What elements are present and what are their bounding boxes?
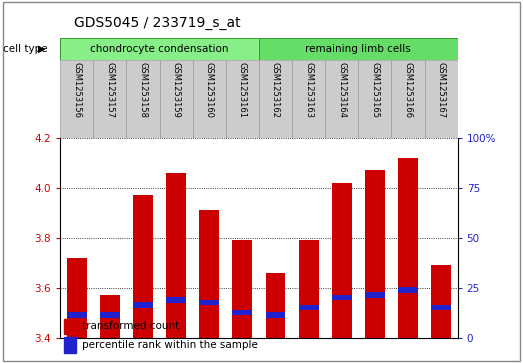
Bar [266,273,286,338]
Bar [398,287,418,293]
Bar [398,158,418,338]
FancyBboxPatch shape [358,60,391,138]
Bar [266,313,286,318]
Bar [431,265,451,338]
FancyBboxPatch shape [425,60,458,138]
Bar [100,295,120,338]
Text: GSM1253166: GSM1253166 [403,62,413,118]
Text: cell type: cell type [3,44,47,54]
Bar [100,313,120,318]
Bar [64,319,76,334]
Text: GSM1253161: GSM1253161 [238,62,247,118]
Text: GDS5045 / 233719_s_at: GDS5045 / 233719_s_at [74,16,240,30]
Bar [299,240,319,338]
Bar [133,302,153,308]
FancyBboxPatch shape [93,60,127,138]
Bar [332,183,351,338]
Text: GSM1253162: GSM1253162 [271,62,280,118]
FancyBboxPatch shape [60,38,259,60]
FancyBboxPatch shape [127,60,160,138]
Bar [67,313,87,318]
Text: GSM1253159: GSM1253159 [172,62,180,118]
Bar [64,337,76,352]
Text: remaining limb cells: remaining limb cells [305,44,411,54]
Bar [365,293,385,298]
Bar [166,297,186,303]
Text: transformed count: transformed count [82,321,179,331]
Bar [431,305,451,310]
FancyBboxPatch shape [192,60,226,138]
FancyBboxPatch shape [226,60,259,138]
Text: chondrocyte condensation: chondrocyte condensation [90,44,229,54]
FancyBboxPatch shape [160,60,192,138]
FancyBboxPatch shape [259,60,292,138]
Bar [133,195,153,338]
Bar [332,295,351,301]
Text: GSM1253158: GSM1253158 [139,62,147,118]
Text: GSM1253163: GSM1253163 [304,62,313,118]
Text: GSM1253156: GSM1253156 [72,62,81,118]
Bar [232,310,252,315]
Text: GSM1253160: GSM1253160 [204,62,214,118]
Text: GSM1253165: GSM1253165 [370,62,379,118]
Bar [67,258,87,338]
Bar [299,305,319,310]
Text: GSM1253157: GSM1253157 [105,62,115,118]
FancyBboxPatch shape [60,60,93,138]
Text: percentile rank within the sample: percentile rank within the sample [82,340,258,350]
FancyBboxPatch shape [292,60,325,138]
Text: ▶: ▶ [38,44,46,54]
FancyBboxPatch shape [325,60,358,138]
Text: GSM1253164: GSM1253164 [337,62,346,118]
Bar [365,170,385,338]
Bar [166,173,186,338]
Bar [232,240,252,338]
FancyBboxPatch shape [259,38,458,60]
Text: GSM1253167: GSM1253167 [437,62,446,118]
FancyBboxPatch shape [391,60,425,138]
Bar [199,210,219,338]
Bar [199,300,219,305]
